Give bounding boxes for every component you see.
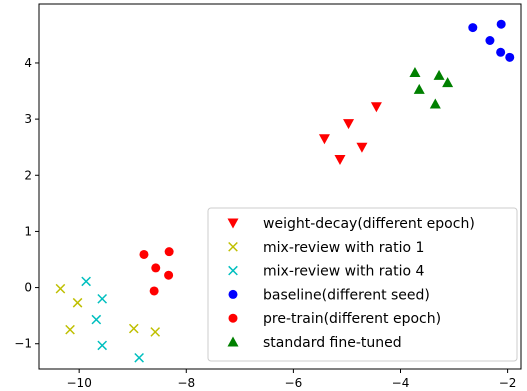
- x-tick-label: −4: [392, 376, 410, 390]
- point-s2-p4: [134, 352, 144, 363]
- point-s4-p3: [164, 270, 174, 280]
- point-s5-p3: [442, 77, 454, 88]
- point-s4-p0: [139, 249, 149, 259]
- point-s1-p0: [55, 283, 66, 294]
- legend-label-2: mix-review with ratio 4: [263, 264, 424, 280]
- y-tick-label: 2: [24, 168, 32, 182]
- point-s3-p1: [485, 36, 495, 45]
- point-s3-p0: [468, 23, 478, 33]
- point-s1-p3: [128, 323, 139, 334]
- point-s0-p1: [334, 155, 346, 166]
- legend-box: [207, 207, 518, 362]
- x-tick-label: −2: [499, 376, 517, 390]
- point-s1-p1: [72, 297, 83, 308]
- legend-marker-2: [228, 265, 238, 276]
- legend-label-4: pre-train(different epoch): [263, 311, 441, 327]
- point-s4-p1: [164, 247, 174, 257]
- point-s3-p3: [496, 47, 506, 57]
- plot-marks: [55, 19, 515, 363]
- x-tick-label: −8: [177, 376, 195, 390]
- point-s2-p0: [81, 276, 91, 287]
- legend-marker-0: [227, 218, 239, 229]
- point-s4-p2: [151, 263, 161, 273]
- point-s2-p3: [97, 340, 108, 351]
- legend-marker-5: [227, 336, 239, 347]
- y-tick-label: 1: [24, 224, 32, 238]
- legend-label-1: mix-review with ratio 1: [263, 240, 424, 256]
- point-s2-p1: [97, 293, 108, 304]
- point-s2-p2: [91, 314, 102, 325]
- point-s1-p2: [65, 324, 75, 335]
- point-s5-p1: [413, 83, 425, 94]
- point-s3-p4: [505, 52, 515, 62]
- legend-marker-4: [228, 313, 238, 323]
- point-s0-p2: [343, 119, 355, 130]
- x-tick-label: −10: [67, 376, 92, 390]
- legend: weight-decay(different epoch) mix-review …: [207, 207, 518, 362]
- point-s5-p2: [433, 69, 445, 80]
- point-s0-p0: [318, 134, 330, 145]
- legend-marker-1: [228, 241, 238, 252]
- y-tick-label: 0: [24, 281, 32, 295]
- legend-marker-3: [228, 289, 238, 299]
- legend-label-3: baseline(different seed): [263, 287, 430, 303]
- point-s3-p2: [496, 19, 506, 29]
- plot-frame: [38, 3, 522, 370]
- point-s4-p4: [149, 286, 159, 296]
- y-tick-label: 4: [24, 56, 32, 70]
- y-tick-label: 3: [24, 112, 32, 126]
- point-s5-p0: [409, 67, 421, 78]
- legend-label-0: weight-decay(different epoch): [263, 216, 475, 232]
- x-tick-label: −6: [285, 376, 303, 390]
- point-s0-p4: [370, 102, 382, 113]
- y-tick-label: −1: [14, 337, 32, 351]
- legend-label-5: standard fine-tuned: [263, 335, 402, 351]
- point-s1-p4: [150, 327, 161, 337]
- point-s0-p3: [356, 142, 368, 153]
- point-s5-p4: [429, 98, 441, 109]
